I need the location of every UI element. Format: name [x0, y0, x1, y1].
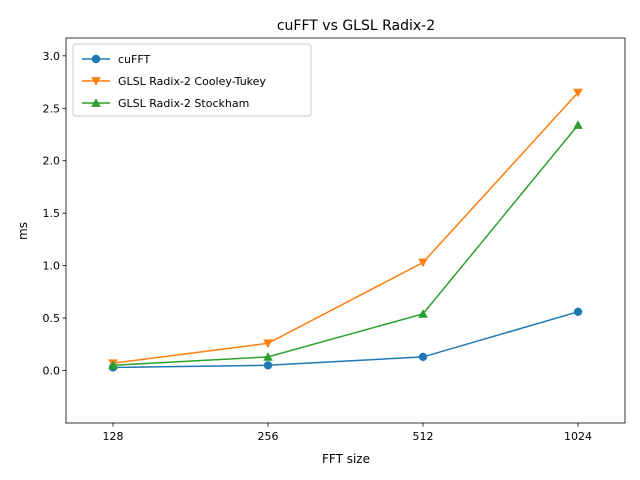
data-point-cufft — [418, 352, 428, 362]
legend-label-glsl-radix-2-stockham: GLSL Radix-2 Stockham — [118, 97, 249, 110]
legend-marker-glsl-radix-2-cooley-tukey — [91, 77, 101, 86]
legend-label-glsl-radix-2-cooley-tukey: GLSL Radix-2 Cooley-Tukey — [118, 75, 266, 88]
y-tick-label: 3.0 — [43, 50, 61, 63]
data-point-glsl-radix-2-stockham — [263, 352, 273, 361]
y-tick-label: 2.5 — [43, 102, 61, 115]
legend: cuFFT GLSL Radix-2 Cooley-Tukey GLSL Radix… — [72, 43, 312, 117]
x-tick-label: 512 — [413, 430, 434, 443]
series-line-cufft — [112, 311, 579, 369]
x-tick-label: 128 — [103, 430, 124, 443]
x-tick-label: 256 — [258, 430, 279, 443]
legend-label-cufft: cuFFT — [118, 53, 150, 66]
data-point-cufft — [573, 307, 583, 317]
series-line-glsl-radix-2-cooley-tukey — [112, 92, 579, 364]
data-point-glsl-radix-2-stockham — [108, 360, 118, 370]
chart-title: cuFFT vs GLSL Radix-2 — [277, 18, 435, 34]
data-point-glsl-radix-2-cooley-tukey — [573, 88, 583, 98]
y-axis-label: ms — [16, 222, 30, 240]
y-tick-label: 0.5 — [43, 312, 61, 325]
data-point-glsl-radix-2-cooley-tukey — [263, 339, 273, 349]
data-point-glsl-radix-2-stockham — [573, 120, 583, 129]
axes-frame — [65, 37, 626, 424]
y-tick-label: 0.0 — [43, 365, 61, 378]
plot-area: 0.0 0.5 1.0 1.5 2.0 2.5 3.0 128 256 512 1024 — [43, 37, 626, 443]
data-point-glsl-radix-2-cooley-tukey — [418, 258, 428, 268]
y-tick-label: 1.0 — [43, 260, 61, 273]
series-line-glsl-radix-2-stockham — [112, 124, 579, 367]
data-point-cufft — [263, 361, 273, 370]
legend-box — [72, 43, 312, 117]
x-axis-label: FFT size — [322, 452, 370, 466]
x-tick-label: 1024 — [564, 430, 592, 443]
data-point-glsl-radix-2-stockham — [418, 309, 428, 318]
legend-marker-cufft — [91, 54, 101, 64]
legend-marker-glsl-radix-2-stockham — [91, 98, 101, 107]
y-tick-label: 1.5 — [43, 207, 61, 220]
y-tick-label: 2.0 — [43, 155, 61, 168]
